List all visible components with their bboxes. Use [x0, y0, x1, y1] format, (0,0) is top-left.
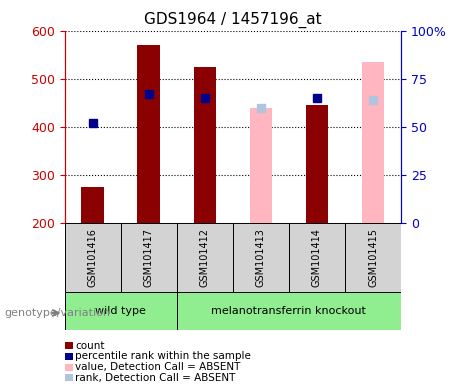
Bar	[177, 292, 401, 330]
Bar	[82, 187, 104, 223]
Text: GSM101417: GSM101417	[144, 228, 154, 287]
Bar	[65, 223, 121, 292]
Bar	[289, 223, 345, 292]
Text: genotype/variation: genotype/variation	[5, 308, 111, 318]
Text: GSM101415: GSM101415	[368, 228, 378, 287]
Bar	[250, 108, 272, 223]
Title: GDS1964 / 1457196_at: GDS1964 / 1457196_at	[144, 12, 322, 28]
Bar	[177, 223, 233, 292]
Text: melanotransferrin knockout: melanotransferrin knockout	[212, 306, 366, 316]
Bar	[65, 292, 177, 330]
Bar	[362, 62, 384, 223]
Bar	[121, 223, 177, 292]
Text: GSM101414: GSM101414	[312, 228, 322, 287]
Text: wild type: wild type	[95, 306, 146, 316]
Text: GSM101413: GSM101413	[256, 228, 266, 287]
Text: value, Detection Call = ABSENT: value, Detection Call = ABSENT	[75, 362, 241, 372]
Bar	[345, 223, 401, 292]
Text: rank, Detection Call = ABSENT: rank, Detection Call = ABSENT	[75, 373, 236, 383]
Bar	[137, 45, 160, 223]
Text: GSM101412: GSM101412	[200, 228, 210, 287]
Bar	[233, 223, 289, 292]
Bar	[194, 67, 216, 223]
Bar	[306, 105, 328, 223]
Text: percentile rank within the sample: percentile rank within the sample	[75, 351, 251, 361]
Text: count: count	[75, 341, 105, 351]
Text: GSM101416: GSM101416	[88, 228, 98, 287]
